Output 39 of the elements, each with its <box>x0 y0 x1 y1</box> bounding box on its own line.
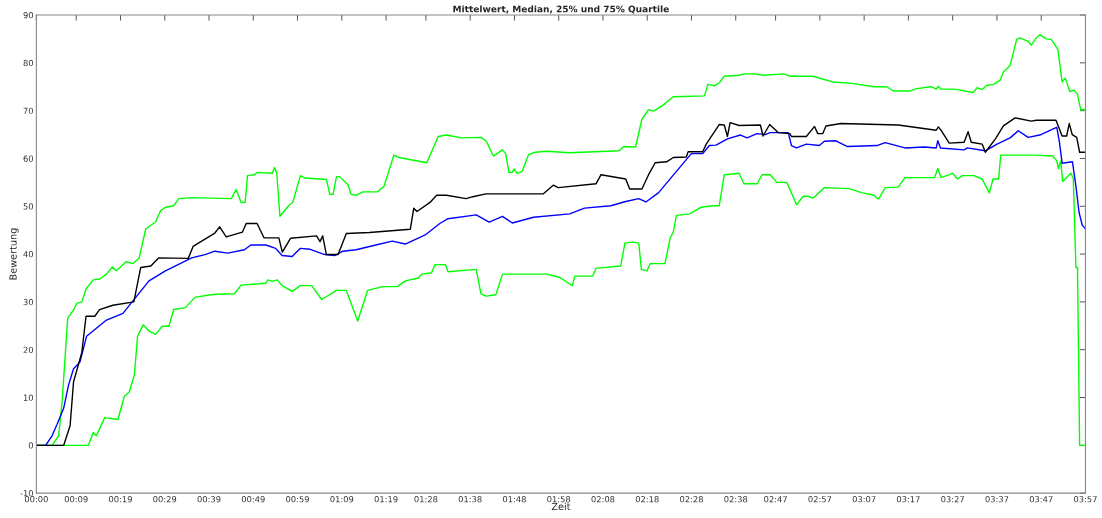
y-tick-label: 20 <box>23 346 34 353</box>
x-tick-label: 01:48 <box>502 496 526 503</box>
x-tick-label: 03:57 <box>1074 496 1097 503</box>
x-tick-label: 03:37 <box>985 496 1009 503</box>
x-tick-label: 00:49 <box>241 496 265 503</box>
y-tick-label: 0 <box>28 442 34 449</box>
x-tick-label: 02:38 <box>724 496 748 503</box>
x-tick-label: 01:28 <box>414 496 438 503</box>
y-tick-label: 50 <box>23 203 34 210</box>
y-tick-label: 30 <box>23 298 34 306</box>
x-tick-label: 02:47 <box>764 496 787 503</box>
x-tick-label: 03:17 <box>896 496 920 503</box>
x-axis-title: Zeit <box>551 502 571 511</box>
y-tick-label: 70 <box>23 107 34 114</box>
y-tick-label: 40 <box>23 251 34 258</box>
x-tick-label: 01:19 <box>374 496 398 503</box>
x-tick-label: 02:08 <box>591 496 615 503</box>
y-tick-label: -10 <box>20 490 34 497</box>
x-tick-label: 03:47 <box>1029 496 1053 503</box>
x-tick-label: 02:57 <box>808 496 832 503</box>
x-tick-label: 00:59 <box>286 496 309 503</box>
x-tick-label: 00:39 <box>197 496 221 503</box>
x-tick-label: 02:18 <box>635 496 659 503</box>
y-axis-title: Bewertung <box>9 228 19 280</box>
x-tick-label: 02:28 <box>680 496 703 503</box>
x-tick-label: 01:09 <box>330 496 354 503</box>
x-tick-label: 03:07 <box>852 496 876 503</box>
x-tick-label: 00:19 <box>109 496 132 503</box>
chart-title: Mittelwert, Median, 25% und 75% Quartile <box>453 5 669 14</box>
x-tick-label: 00:00 <box>24 496 48 503</box>
x-tick-label: 00:09 <box>64 496 88 503</box>
y-tick-label: 60 <box>23 155 34 162</box>
y-tick-label: 10 <box>23 394 34 401</box>
x-tick-label: 01:38 <box>458 496 482 503</box>
y-tick-label: 90 <box>23 12 34 19</box>
y-tick-label: 80 <box>23 59 34 67</box>
x-tick-label: 00:29 <box>153 496 177 503</box>
x-tick-label: 01:58 <box>547 496 571 503</box>
x-tick-label: 03:27 <box>941 496 964 503</box>
